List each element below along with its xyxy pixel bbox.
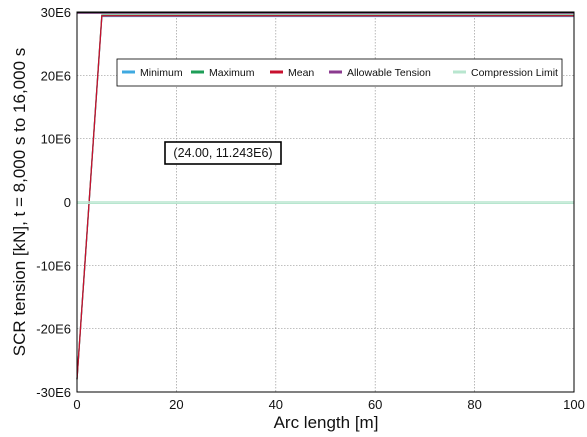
legend: Minimum Maximum Mean Allowable Tension Compr… xyxy=(116,58,563,87)
y-tick-label-5: -20E6 xyxy=(36,322,71,337)
annotation-label: (24.00, 11.243E6) xyxy=(173,146,272,160)
legend-label-allowable-tension: Allowable Tension xyxy=(347,67,431,79)
y-tick-label-3: 0 xyxy=(64,195,71,210)
y-tick-labels: 30E6 20E6 10E6 0 -10E6 -20E6 -30E6 xyxy=(36,5,71,400)
x-tick-label-1: 20 xyxy=(169,397,183,412)
series-layer xyxy=(76,11,574,380)
x-tick-labels: 0 20 40 60 80 100 xyxy=(73,397,584,412)
x-tick-label-0: 0 xyxy=(73,397,80,412)
legend-label-minimum: Minimum xyxy=(140,67,183,79)
y-tick-label-1: 20E6 xyxy=(41,68,71,83)
plot-frame xyxy=(76,11,575,393)
series-line-mean xyxy=(76,15,574,380)
x-axis-title: Arc length [m] xyxy=(274,413,379,432)
legend-label-mean: Mean xyxy=(288,67,314,79)
legend-label-maximum: Maximum xyxy=(209,67,255,79)
x-tick-label-5: 100 xyxy=(563,397,585,412)
data-annotation: (24.00, 11.243E6) xyxy=(164,141,282,165)
x-tick-label-2: 40 xyxy=(269,397,283,412)
annotation-box xyxy=(164,141,282,165)
x-tick-label-4: 80 xyxy=(467,397,481,412)
legend-label-compression-limit: Compression Limit xyxy=(471,67,558,79)
y-tick-label-4: -10E6 xyxy=(36,258,71,273)
y-axis-title: SCR tension [kN], t = 8,000 s to 16,000 … xyxy=(10,48,29,357)
y-tick-label-6: -30E6 xyxy=(36,385,71,400)
y-tick-label-0: 30E6 xyxy=(41,5,71,20)
y-tick-label-2: 10E6 xyxy=(41,132,71,147)
axes xyxy=(76,11,575,393)
x-tick-label-3: 60 xyxy=(368,397,382,412)
